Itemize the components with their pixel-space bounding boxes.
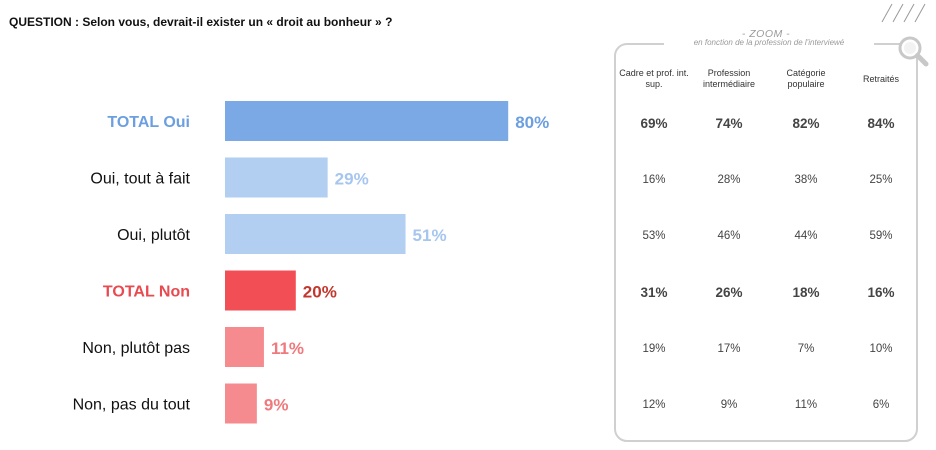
zoom-panel (614, 43, 918, 442)
zoom-cell: 44% (794, 230, 818, 242)
zoom-cell: 28% (717, 174, 741, 186)
zoom-subtitle: en fonction de la profession de l'interv… (664, 38, 874, 47)
zoom-cell: 69% (640, 116, 668, 131)
zoom-cell: 59% (869, 230, 893, 242)
zoom-cell: 6% (872, 399, 890, 411)
zoom-cell: 25% (869, 174, 893, 186)
zoom-cell: 38% (794, 174, 818, 186)
bar-1 (225, 157, 328, 198)
zoom-column-header-2: Catégorie populaire (786, 68, 826, 89)
zoom-cell: 10% (869, 343, 893, 355)
question-title: QUESTION : Selon vous, devrait-il existe… (9, 15, 393, 29)
zoom-cell: 26% (715, 285, 743, 300)
value-label-3: 20% (303, 283, 337, 302)
zoom-cell: 84% (867, 116, 895, 131)
value-label-4: 11% (271, 339, 304, 358)
zoom-cell: 17% (717, 343, 741, 355)
category-label-0: TOTAL Oui (107, 114, 190, 131)
zoom-cell: 18% (792, 285, 820, 300)
zoom-cell: 12% (642, 399, 666, 411)
value-label-2: 51% (413, 226, 447, 245)
zoom-cell: 16% (642, 174, 666, 186)
zoom-column-header-1: Profession intermédiaire (702, 68, 756, 89)
value-label-0: 80% (515, 113, 549, 132)
category-label-4: Non, plutôt pas (82, 340, 190, 357)
zoom-cell: 16% (867, 285, 895, 300)
hatch-decoration-icon (881, 3, 926, 23)
bar-0 (225, 101, 509, 141)
zoom-cell: 19% (642, 343, 666, 355)
zoom-cell: 53% (642, 230, 666, 242)
zoom-cell: 9% (720, 399, 738, 411)
value-label-1: 29% (335, 170, 369, 189)
bar-2 (225, 214, 406, 254)
zoom-column-header-0: Cadre et prof. int. sup. (619, 68, 689, 89)
zoom-cell: 74% (715, 116, 743, 131)
category-label-3: TOTAL Non (103, 284, 190, 301)
zoom-cell: 31% (640, 285, 668, 300)
magnifier-icon (898, 36, 929, 67)
zoom-cell: 11% (794, 399, 818, 411)
category-label-2: Oui, plutôt (117, 227, 190, 244)
bar-chart: TOTAL Oui 80% Oui, tout à fait 29% Oui, plut… (73, 101, 549, 424)
zoom-cell: 7% (797, 343, 815, 355)
bar-4 (225, 327, 264, 367)
category-label-5: Non, pas du tout (73, 397, 191, 414)
bar-5 (225, 383, 257, 424)
value-label-5: 9% (264, 396, 289, 415)
zoom-title: - ZOOM - (741, 28, 791, 40)
zoom-cell: 82% (792, 116, 820, 131)
zoom-column-header-3: Retraités (862, 74, 899, 84)
category-label-1: Oui, tout à fait (90, 171, 190, 188)
zoom-cell: 46% (717, 230, 741, 242)
bar-3 (225, 270, 296, 311)
